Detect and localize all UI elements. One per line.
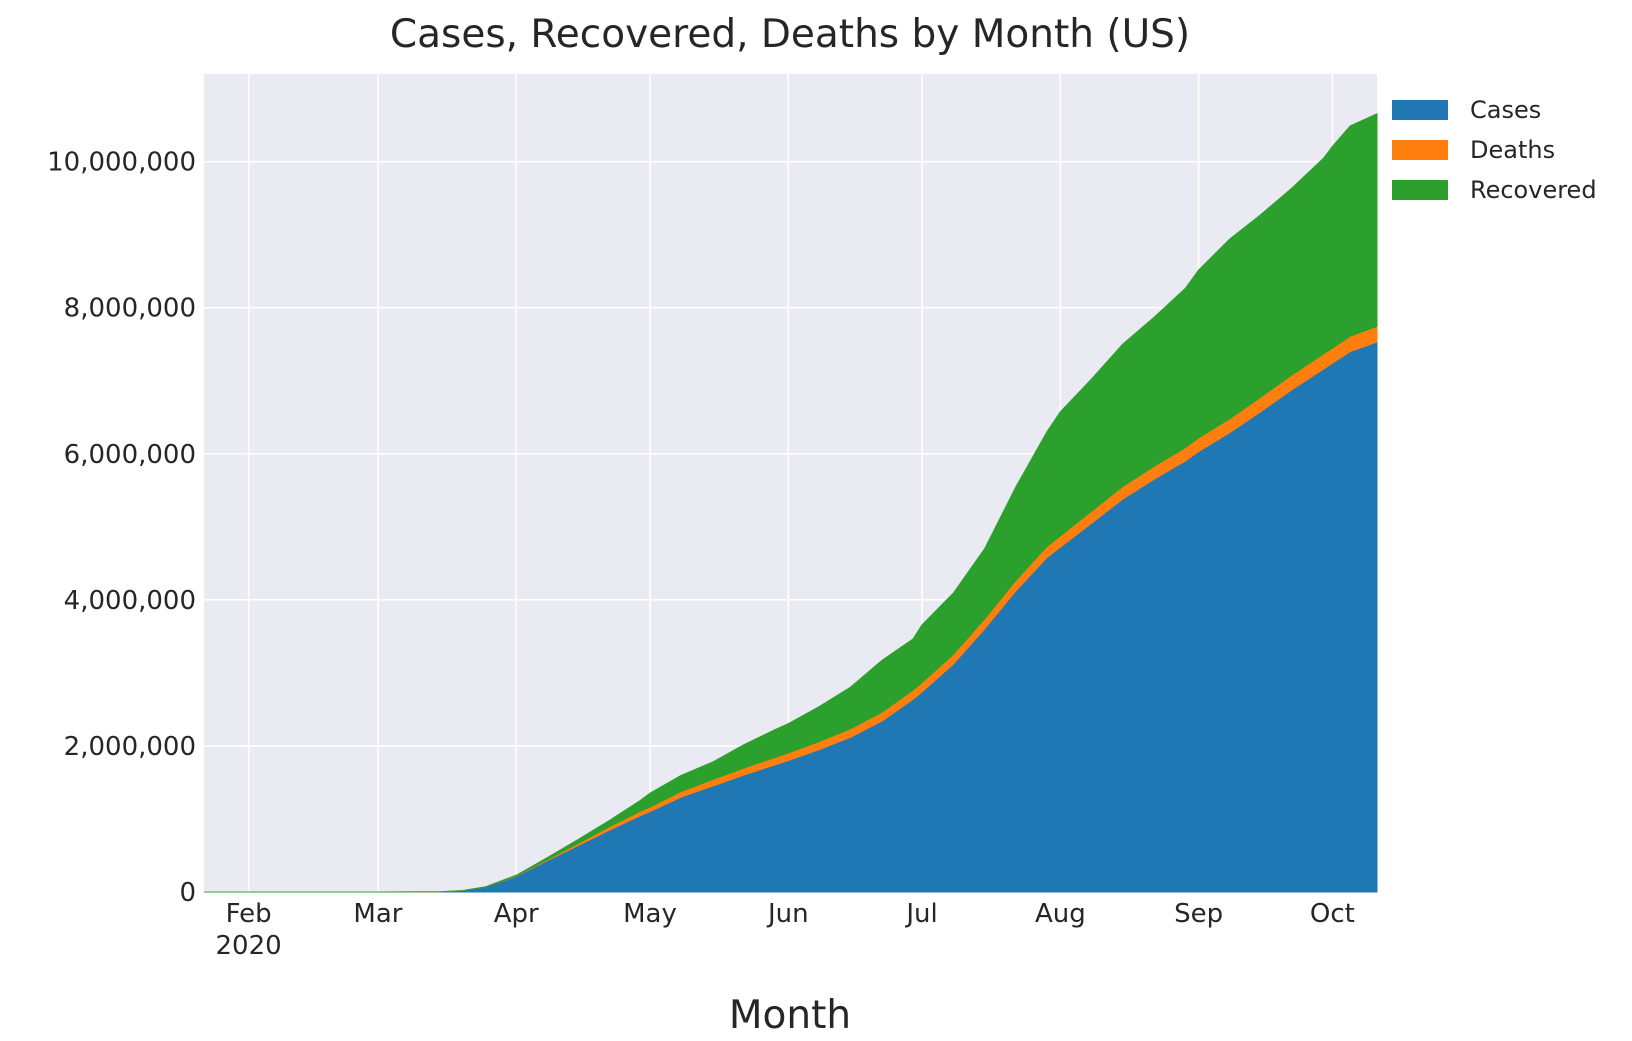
- x-tick-label: Sep: [1174, 899, 1223, 929]
- legend-swatch-recovered: [1392, 180, 1448, 200]
- area-series: [204, 113, 1378, 893]
- x-tick-label: Jul: [904, 899, 937, 929]
- legend-swatch-deaths: [1392, 140, 1448, 160]
- legend: Cases Deaths Recovered: [1392, 96, 1597, 204]
- y-tick-label: 6,000,000: [64, 440, 196, 470]
- y-axis-ticks: 0 2,000,000 4,000,000 6,000,000 8,000,000 10,…: [47, 148, 196, 908]
- x-tick-label: Apr: [494, 899, 539, 929]
- y-tick-label: 2,000,000: [64, 732, 196, 762]
- x-tick-label: Oct: [1310, 899, 1355, 929]
- legend-label-cases: Cases: [1470, 96, 1541, 124]
- x-tick-label: Jun: [766, 899, 809, 929]
- area-series-recovered: [204, 113, 1378, 893]
- x-tick-label: Feb: [226, 899, 272, 929]
- y-tick-label: 8,000,000: [64, 294, 196, 324]
- legend-swatch-cases: [1392, 100, 1448, 120]
- y-tick-label: 10,000,000: [47, 148, 196, 178]
- chart-title: Cases, Recovered, Deaths by Month (US): [390, 12, 1190, 57]
- x-tick-label: May: [623, 899, 677, 929]
- x-tick-label: Aug: [1035, 899, 1086, 929]
- legend-label-deaths: Deaths: [1470, 136, 1555, 164]
- x-tick-label: Mar: [353, 899, 402, 929]
- legend-label-recovered: Recovered: [1470, 176, 1597, 204]
- x-tick-sublabel: 2020: [216, 931, 282, 961]
- y-tick-label: 4,000,000: [64, 586, 196, 616]
- y-tick-label: 0: [179, 878, 196, 908]
- x-axis-label: Month: [729, 993, 851, 1038]
